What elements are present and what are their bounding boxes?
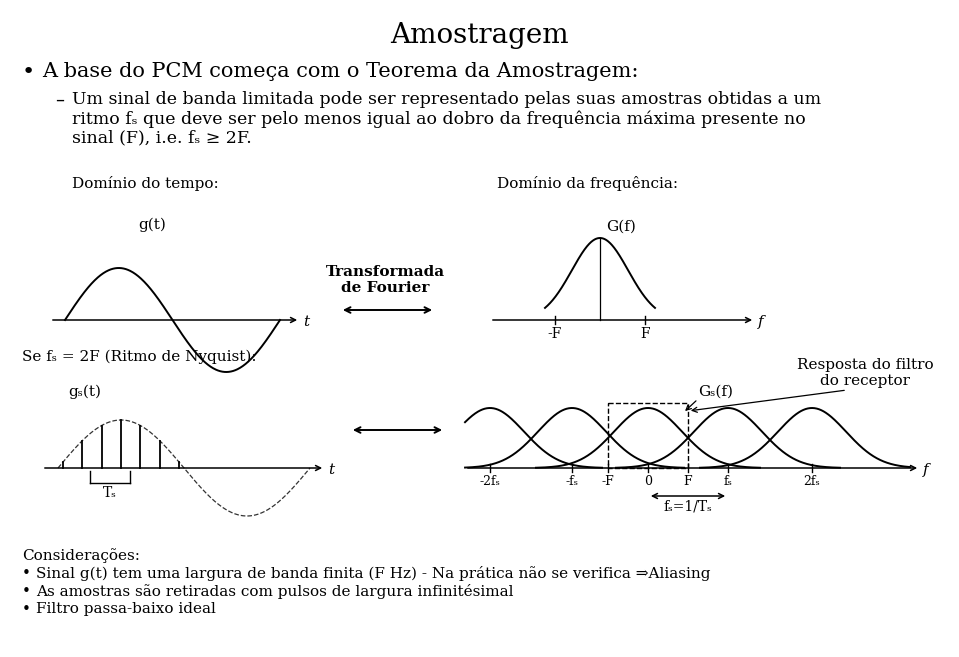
Text: -F: -F — [548, 327, 562, 341]
Bar — [608, 403, 688, 468]
Text: gₛ(t): gₛ(t) — [68, 385, 101, 399]
Text: Sinal g(t) tem uma largura de banda finita (F Hz) - Na prática não se verifica ⇒: Sinal g(t) tem uma largura de banda fini… — [36, 566, 711, 581]
Text: Domínio do tempo:: Domínio do tempo: — [72, 176, 219, 191]
Text: Tₛ: Tₛ — [103, 486, 117, 500]
Text: Se fₛ = 2F (Ritmo de Nyquist):: Se fₛ = 2F (Ritmo de Nyquist): — [22, 350, 257, 365]
Text: F: F — [684, 475, 692, 488]
Text: As amostras são retiradas com pulsos de largura infinitésimal: As amostras são retiradas com pulsos de … — [36, 584, 513, 599]
Text: fₛ: fₛ — [723, 475, 733, 488]
Text: Um sinal de banda limitada pode ser representado pelas suas amostras obtidas a u: Um sinal de banda limitada pode ser repr… — [72, 91, 821, 108]
Text: G(f): G(f) — [606, 220, 636, 234]
Text: f: f — [923, 463, 928, 477]
Text: •: • — [22, 602, 31, 617]
Text: Gₛ(f): Gₛ(f) — [698, 385, 733, 399]
Text: •: • — [22, 62, 35, 82]
Text: Resposta do filtro
do receptor: Resposta do filtro do receptor — [797, 358, 933, 388]
Text: Considerações:: Considerações: — [22, 548, 140, 563]
Text: t: t — [303, 315, 309, 329]
Text: A base do PCM começa com o Teorema da Amostragem:: A base do PCM começa com o Teorema da Am… — [42, 62, 639, 81]
Text: 2fₛ: 2fₛ — [804, 475, 820, 488]
Text: F: F — [641, 327, 650, 341]
Text: •: • — [22, 584, 31, 599]
Text: g(t): g(t) — [138, 218, 166, 233]
Text: •: • — [22, 566, 31, 581]
Text: Domínio da frequência:: Domínio da frequência: — [497, 176, 678, 191]
Text: Filtro passa-baixo ideal: Filtro passa-baixo ideal — [36, 602, 216, 616]
Text: -fₛ: -fₛ — [566, 475, 578, 488]
Text: fₛ=1/Tₛ: fₛ=1/Tₛ — [664, 500, 713, 514]
Text: t: t — [328, 463, 334, 477]
Text: 0: 0 — [644, 475, 652, 488]
Text: -2fₛ: -2fₛ — [480, 475, 501, 488]
Text: f: f — [758, 315, 763, 329]
Text: Transformada
de Fourier: Transformada de Fourier — [325, 265, 445, 295]
Text: -F: -F — [601, 475, 615, 488]
Text: –: – — [55, 91, 64, 109]
Text: ritmo fₛ que deve ser pelo menos igual ao dobro da frequência máxima presente no: ritmo fₛ que deve ser pelo menos igual a… — [72, 110, 806, 127]
Text: Amostragem: Amostragem — [389, 22, 569, 49]
Text: sinal (F), i.e. fₛ ≥ 2F.: sinal (F), i.e. fₛ ≥ 2F. — [72, 129, 252, 146]
